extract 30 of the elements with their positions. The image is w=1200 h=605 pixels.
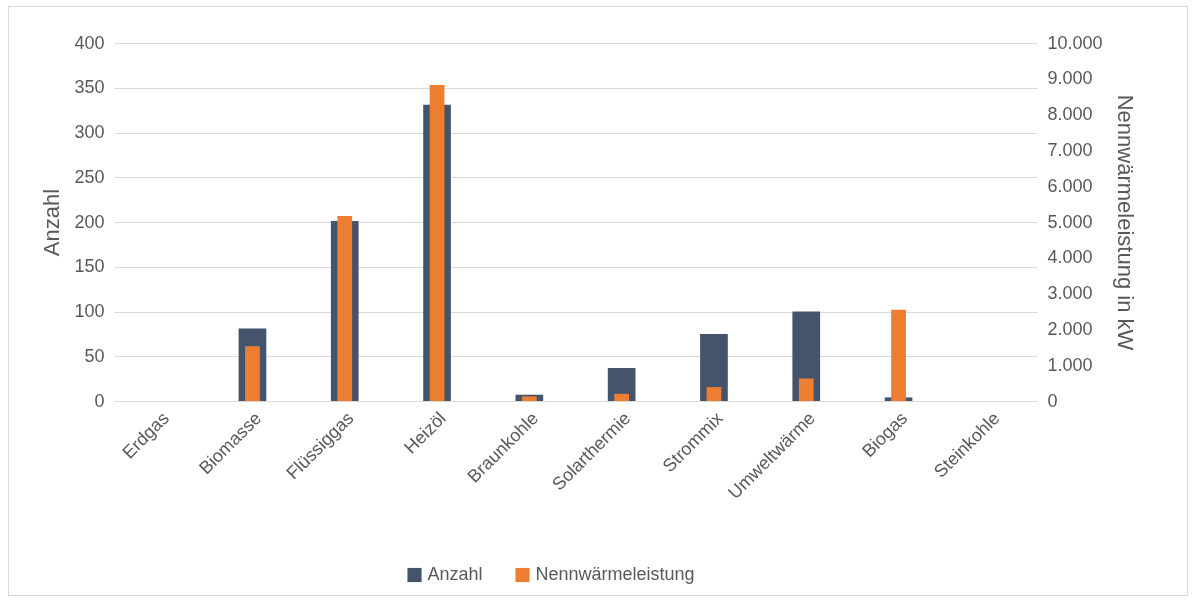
y-tick-label: 0: [94, 390, 105, 411]
y-tick-label: 100: [74, 301, 105, 321]
bar: [245, 346, 260, 401]
bar: [614, 393, 630, 401]
y2-axis-title: Nennwärmeleistung in kW: [1112, 94, 1138, 351]
bar: [798, 378, 814, 401]
y2-tick-label: 9.000: [1047, 68, 1093, 89]
y2-tick-label: 1.000: [1047, 354, 1093, 375]
y2-tick-label: 10.000: [1047, 32, 1103, 53]
y2-tick-label: 4.000: [1047, 247, 1093, 268]
y-tick-label: 400: [74, 32, 105, 53]
y-tick-label: 250: [74, 166, 105, 187]
legend-label: Nennwärmeleistung: [535, 564, 695, 584]
y2-tick-label: 5.000: [1047, 211, 1093, 232]
y2-tick-label: 6.000: [1047, 175, 1093, 196]
y-tick-label: 200: [74, 211, 105, 232]
legend-label: Anzahl: [427, 564, 483, 584]
y-tick-label: 350: [74, 77, 105, 98]
bar: [521, 396, 537, 401]
y-tick-label: 150: [74, 256, 105, 277]
y2-tick-label: 0: [1047, 390, 1058, 411]
y2-tick-label: 7.000: [1047, 139, 1093, 160]
y-axis-title: Anzahl: [39, 188, 65, 257]
bar: [706, 387, 722, 401]
y2-tick-label: 8.000: [1047, 104, 1093, 125]
y2-tick-label: 2.000: [1047, 318, 1093, 339]
y-tick-label: 300: [74, 122, 105, 142]
bar: [700, 333, 728, 401]
y2-tick-label: 3.000: [1047, 283, 1093, 304]
y-tick-label: 50: [84, 345, 105, 366]
